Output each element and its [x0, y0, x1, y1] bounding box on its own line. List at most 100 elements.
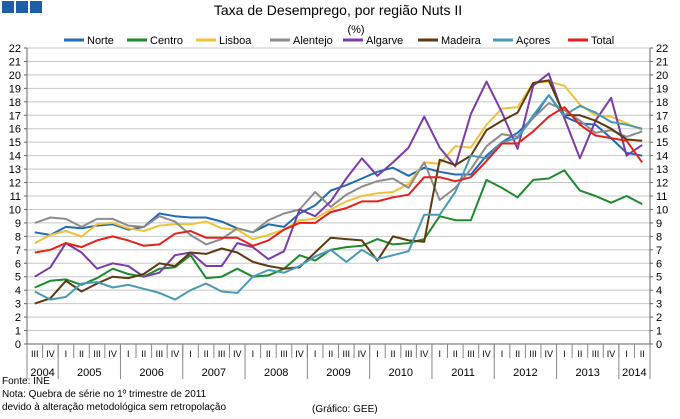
y-label-left-0: 0 — [15, 339, 21, 351]
y-label-left-18: 18 — [9, 97, 21, 109]
y-label-left-15: 15 — [9, 137, 21, 149]
quarter-label-0: III — [31, 349, 39, 359]
y-label-right-22: 22 — [656, 43, 668, 55]
y-label-left-4: 4 — [15, 285, 21, 297]
quarter-label-17: IV — [295, 349, 304, 359]
legend-label-norte: Norte — [87, 35, 114, 47]
y-label-left-13: 13 — [9, 164, 21, 176]
y-label-right-19: 19 — [656, 83, 668, 95]
quarter-label-36: III — [592, 349, 600, 359]
y-label-left-2: 2 — [15, 312, 21, 324]
quarter-label-5: IV — [108, 349, 117, 359]
y-label-right-18: 18 — [656, 97, 668, 109]
year-label-2009: 2009 — [326, 367, 350, 379]
gee-logo-block-1 — [2, 1, 14, 13]
y-label-left-10: 10 — [9, 204, 21, 216]
y-label-right-10: 10 — [656, 204, 668, 216]
quarter-label-16: III — [280, 349, 288, 359]
quarter-label-7: II — [141, 349, 146, 359]
quarter-label-3: II — [79, 349, 84, 359]
y-label-left-5: 5 — [15, 272, 21, 284]
y-label-right-1: 1 — [656, 326, 662, 338]
quarter-label-37: IV — [607, 349, 616, 359]
quarter-label-35: II — [577, 349, 582, 359]
y-label-right-14: 14 — [656, 151, 668, 163]
series-line-acores — [34, 94, 643, 301]
quarter-label-24: III — [405, 349, 413, 359]
gee-logo-block-2 — [16, 1, 28, 13]
quarter-label-25: IV — [420, 349, 429, 359]
source-note: Fonte: INE — [2, 376, 50, 387]
series-break-note: Nota: Quebra de série no 1º trimestre de… — [2, 389, 207, 400]
quarter-label-1: IV — [46, 349, 55, 359]
year-label-2011: 2011 — [451, 367, 475, 379]
quarter-label-18: I — [314, 349, 317, 359]
quarter-label-2: I — [65, 349, 68, 359]
quarter-label-32: III — [529, 349, 537, 359]
y-label-left-1: 1 — [15, 326, 21, 338]
legend-label-alentejo: Alentejo — [293, 35, 333, 47]
y-label-right-11: 11 — [656, 191, 667, 203]
y-label-right-16: 16 — [656, 124, 668, 136]
series-line-madeira — [34, 79, 643, 305]
quarter-label-15: II — [266, 349, 271, 359]
y-label-right-21: 21 — [656, 56, 668, 68]
y-label-right-5: 5 — [656, 272, 662, 284]
chart-credit: (Gráfico: GEE) — [312, 404, 378, 415]
y-label-left-22: 22 — [9, 43, 21, 55]
series-line-total — [34, 106, 644, 254]
year-label-2010: 2010 — [389, 367, 413, 379]
series-line-lisboa — [34, 80, 643, 244]
y-label-left-20: 20 — [9, 70, 21, 82]
quarter-label-13: IV — [233, 349, 242, 359]
quarter-label-8: III — [156, 349, 164, 359]
legend-label-madeira: Madeira — [441, 35, 482, 47]
y-label-right-12: 12 — [656, 178, 668, 190]
y-label-right-3: 3 — [656, 299, 662, 311]
legend-label-lisboa: Lisboa — [219, 35, 252, 47]
y-label-left-9: 9 — [15, 218, 21, 230]
y-label-left-19: 19 — [9, 83, 21, 95]
quarter-label-38: I — [625, 349, 628, 359]
year-label-2014: 2014 — [622, 367, 646, 379]
legend-label-centro: Centro — [150, 35, 183, 47]
quarter-label-23: II — [391, 349, 396, 359]
legend-label-total: Total — [591, 35, 614, 47]
methodology-note: devido à alteração metodológica sem retr… — [2, 402, 227, 413]
year-label-2007: 2007 — [202, 367, 226, 379]
y-label-right-4: 4 — [656, 285, 662, 297]
quarter-label-11: II — [204, 349, 209, 359]
year-label-2005: 2005 — [77, 367, 101, 379]
y-label-right-8: 8 — [656, 231, 662, 243]
y-label-left-11: 11 — [10, 191, 21, 203]
quarter-label-9: IV — [171, 349, 180, 359]
quarter-label-14: I — [252, 349, 255, 359]
y-label-left-8: 8 — [15, 231, 21, 243]
y-label-right-13: 13 — [656, 164, 668, 176]
quarter-label-4: III — [93, 349, 101, 359]
year-label-2004: 2004 — [30, 367, 54, 379]
y-label-right-2: 2 — [656, 312, 662, 324]
quarter-label-10: I — [189, 349, 192, 359]
quarter-label-33: IV — [545, 349, 554, 359]
series-line-alentejo — [34, 102, 643, 246]
y-label-right-0: 0 — [656, 339, 662, 351]
quarter-label-26: I — [438, 349, 441, 359]
y-label-left-16: 16 — [9, 124, 21, 136]
y-label-left-21: 21 — [9, 56, 21, 68]
quarter-label-27: II — [453, 349, 458, 359]
quarter-label-6: I — [127, 349, 130, 359]
gee-logo-block-3 — [30, 1, 42, 13]
chart-title: Taxa de Desemprego, por região Nuts II — [214, 2, 462, 18]
y-label-left-6: 6 — [15, 258, 21, 270]
quarter-label-22: I — [376, 349, 379, 359]
y-label-left-3: 3 — [15, 299, 21, 311]
legend-label-acores: Açores — [516, 35, 551, 47]
year-label-2013: 2013 — [575, 367, 599, 379]
y-label-left-12: 12 — [9, 178, 21, 190]
quarter-label-39: II — [640, 349, 645, 359]
unit-label: (%) — [347, 24, 364, 36]
legend-label-algarve: Algarve — [366, 35, 403, 47]
year-label-2012: 2012 — [513, 367, 537, 379]
